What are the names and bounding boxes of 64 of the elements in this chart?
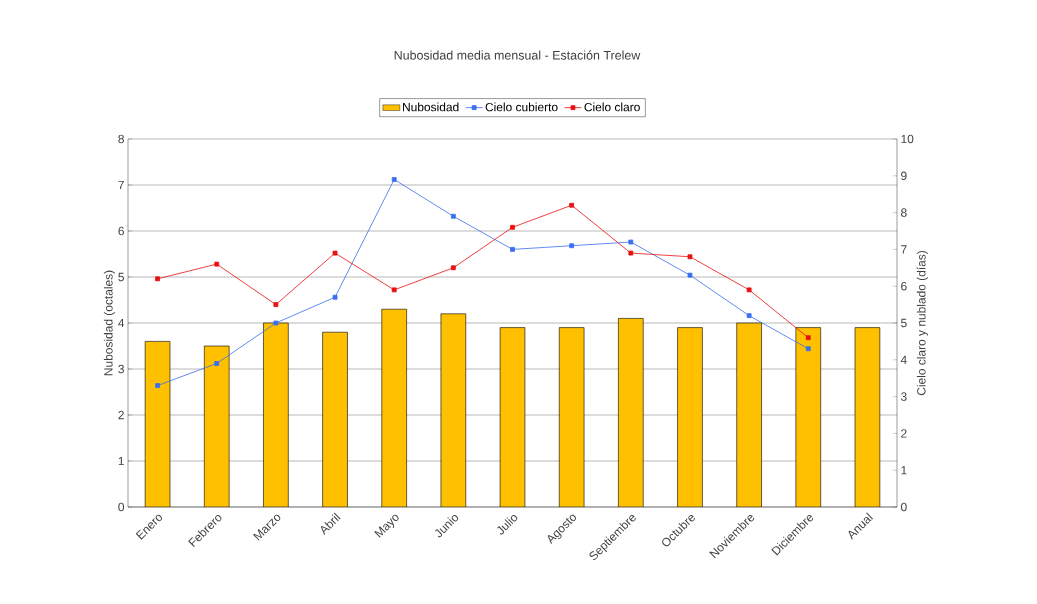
x-tick-label: Julio [497, 514, 518, 535]
point [450, 265, 456, 271]
point [332, 250, 338, 256]
y-tick-label: 3 [118, 364, 124, 374]
bar [618, 318, 644, 507]
y-tick-label: 6 [118, 226, 124, 236]
y2-tick-label: 9 [901, 171, 907, 181]
point [628, 239, 634, 245]
point [391, 177, 397, 182]
legend-label: Nubosidad [403, 102, 459, 112]
y2-tick-label: 4 [900, 355, 907, 364]
bar [795, 327, 821, 507]
legend-label: Cielo cubierto [485, 102, 558, 112]
bar [854, 327, 881, 507]
bar [736, 323, 762, 507]
bar [145, 341, 170, 507]
bar [204, 346, 230, 507]
point [569, 202, 575, 208]
bar [263, 323, 289, 507]
y2-tick-label: 3 [900, 392, 907, 401]
point [805, 346, 811, 352]
point [746, 313, 752, 319]
point [214, 361, 220, 366]
point [746, 287, 752, 293]
point [628, 250, 634, 256]
y2-tick-label: 8 [901, 208, 907, 217]
y-tick-label: 1 [118, 456, 124, 466]
y-tick-label: 0 [118, 502, 125, 512]
y-tick-label: 7 [118, 180, 124, 190]
y-tick-label: 5 [118, 272, 124, 282]
point [214, 261, 220, 267]
point [273, 302, 279, 307]
point [155, 383, 160, 388]
y2-tick-label: 6 [901, 281, 907, 291]
bar [322, 332, 348, 507]
y2-tick-label: 0 [901, 502, 907, 512]
y2-tick-label: 10 [901, 134, 914, 144]
point [805, 335, 811, 341]
point [273, 320, 279, 326]
y-tick-label: 4 [118, 318, 125, 328]
point [332, 294, 338, 300]
bar [381, 309, 407, 507]
y-axis-title: Nubosidad (octales) [103, 270, 115, 376]
y2-tick-label: 2 [901, 429, 907, 438]
point [510, 247, 515, 252]
bar [559, 327, 585, 507]
y-tick-label: 8 [118, 134, 124, 144]
bar [440, 313, 466, 507]
chart-title: Nubosidad media mensual - Estación Trelew [394, 50, 641, 60]
legend-label: Cielo claro [584, 102, 640, 112]
y2-tick-label: 5 [901, 318, 907, 328]
point [155, 276, 160, 282]
y2-axis-title: Cielo claro y nublado (días) [916, 251, 928, 396]
point [510, 224, 515, 230]
point [687, 272, 693, 278]
bar [677, 327, 703, 507]
bar [500, 327, 525, 507]
y-tick-label: 2 [118, 410, 124, 420]
y2-tick-label: 7 [901, 245, 907, 254]
y2-tick-label: 1 [901, 466, 907, 475]
point [569, 243, 575, 249]
point [391, 287, 397, 293]
point [450, 213, 456, 219]
point [687, 254, 693, 260]
